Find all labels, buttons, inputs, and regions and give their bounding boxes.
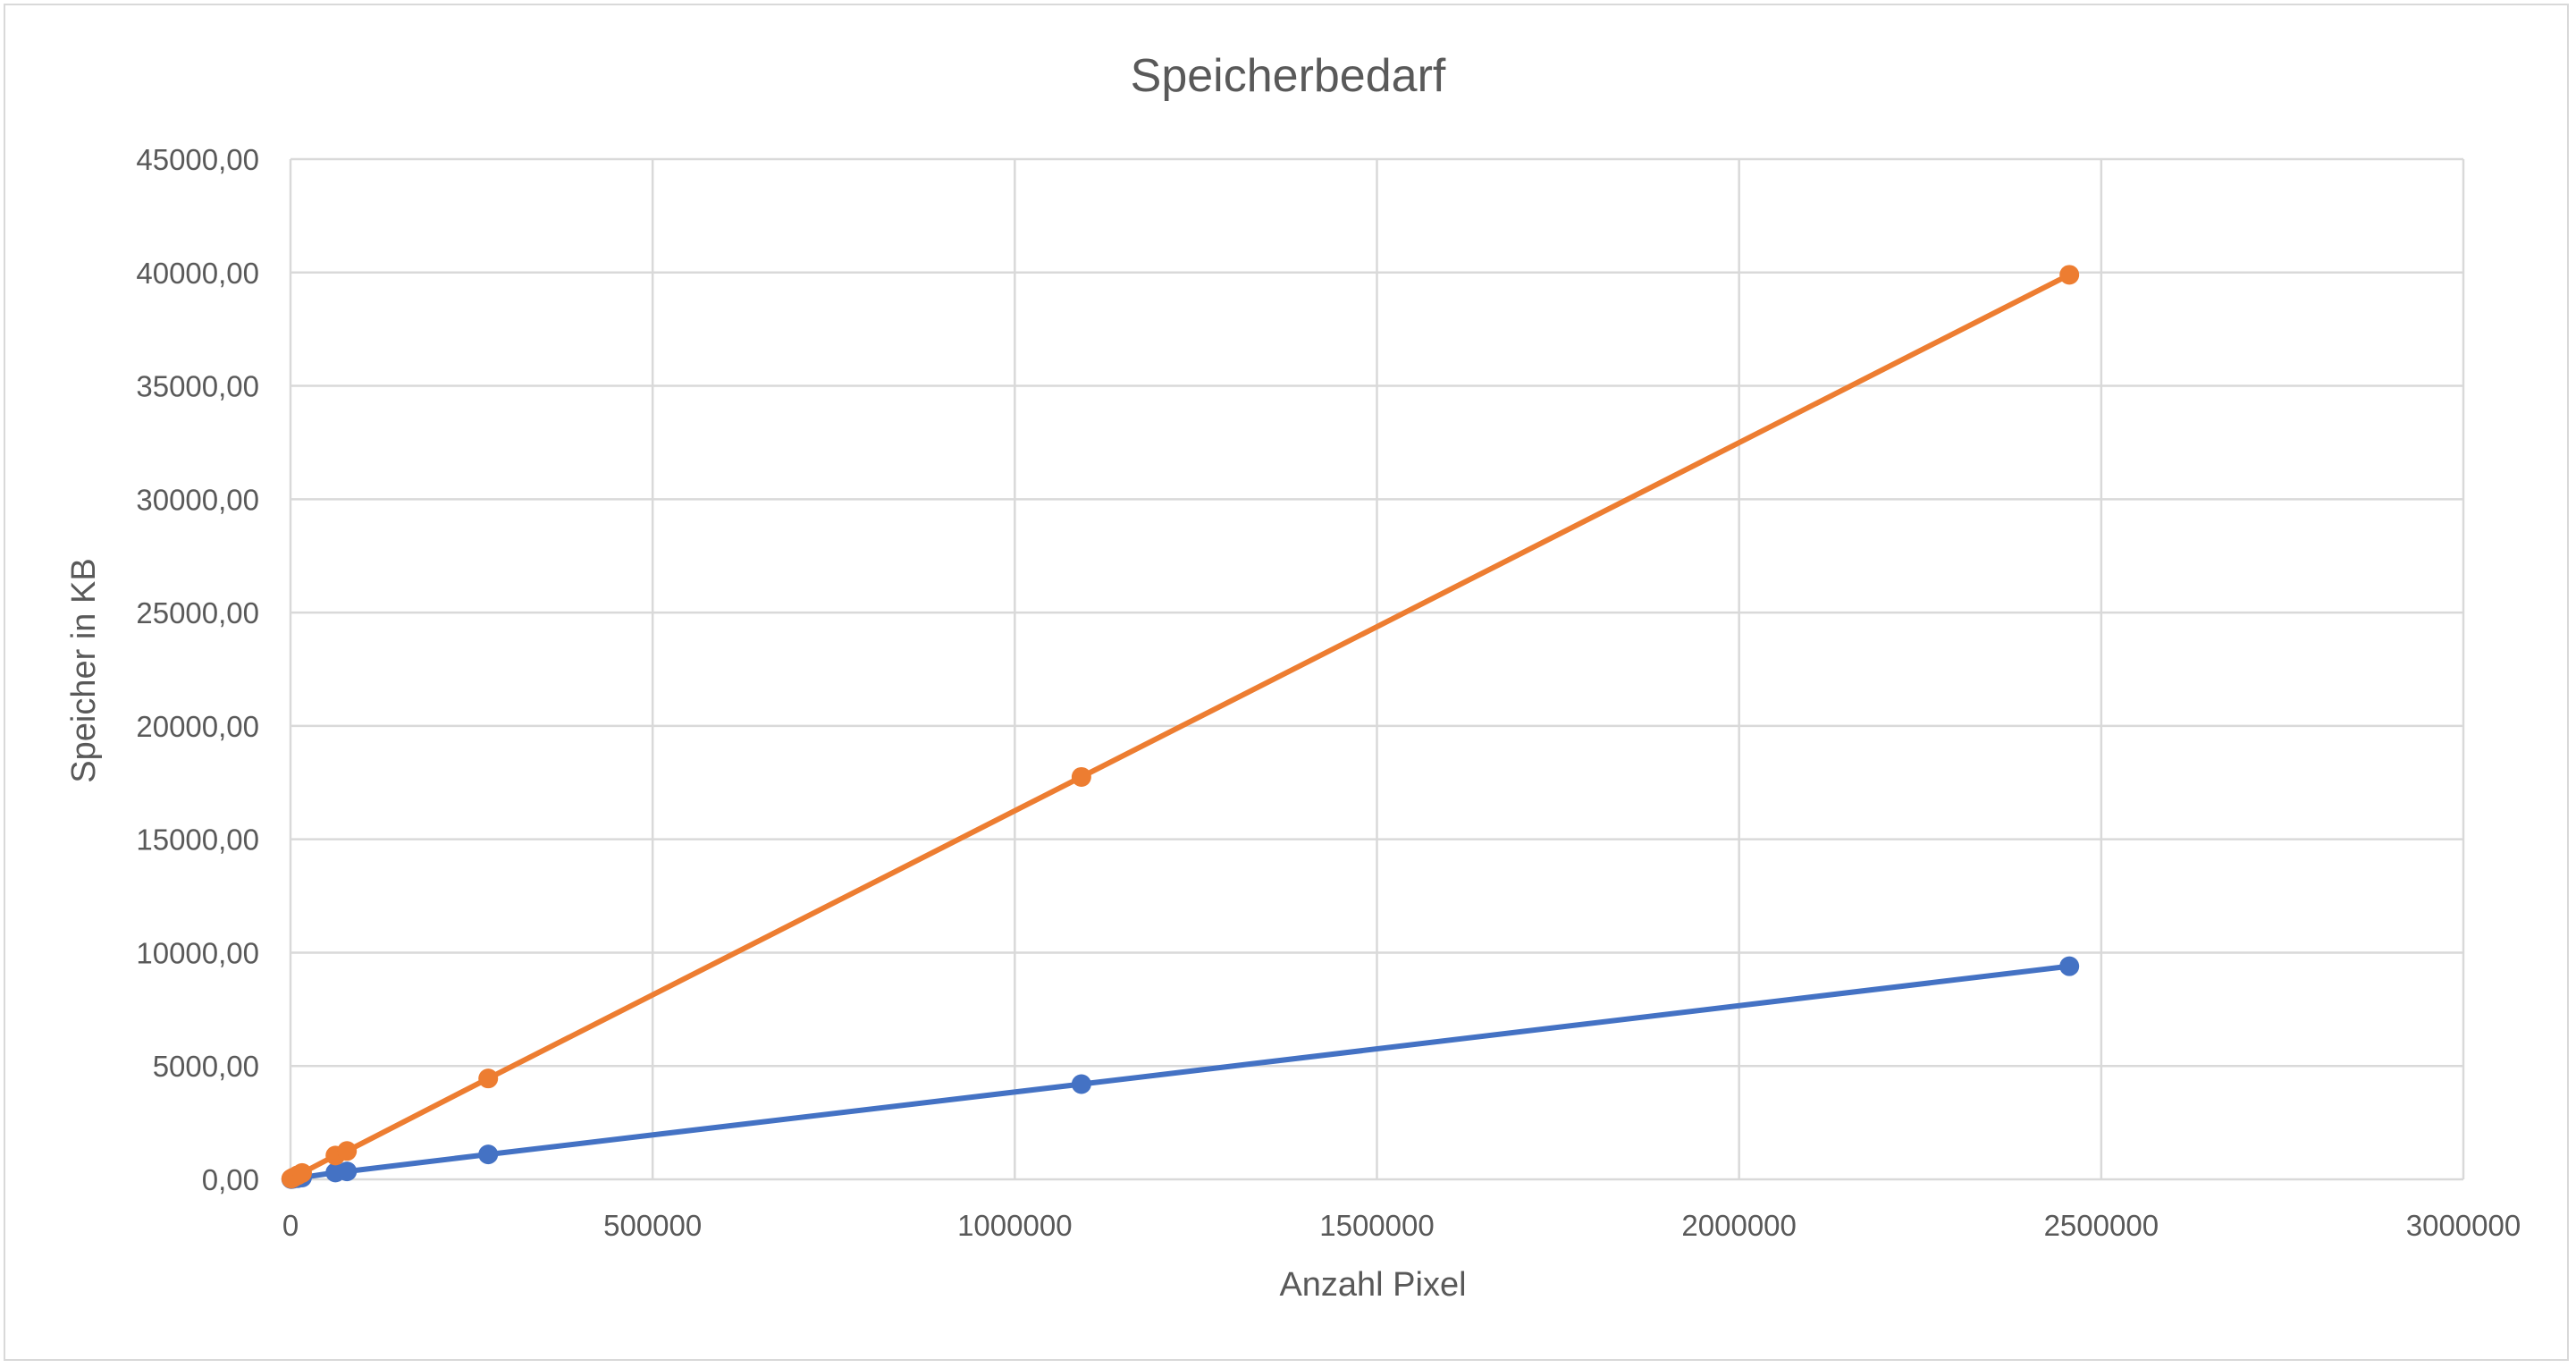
series-group (281, 265, 2080, 1189)
series-2-point (1071, 766, 1091, 787)
x-tick-label: 2000000 (1681, 1209, 1796, 1242)
y-tick-label: 45000,00 (136, 143, 259, 176)
chart-title: Speicherbedarf (1131, 50, 1446, 102)
x-tick-label: 500000 (603, 1209, 702, 1242)
y-tick-label: 15000,00 (136, 823, 259, 857)
series-2-point (291, 1162, 312, 1183)
x-tick-label: 2500000 (2044, 1209, 2159, 1242)
series-1-point (2059, 956, 2080, 976)
x-tick-label: 3000000 (2406, 1209, 2521, 1242)
y-tick-label: 40000,00 (136, 257, 259, 290)
y-tick-label: 20000,00 (136, 710, 259, 743)
y-axis-title: Speicher in KB (65, 558, 103, 782)
series-1-point (337, 1161, 358, 1182)
chart-frame: Speicherbedarf 0,00 5000,00 10000,00 15000,… (4, 4, 2569, 1361)
series-1-point (1071, 1074, 1091, 1094)
x-tick-label: 1000000 (957, 1209, 1072, 1242)
y-tick-label: 30000,00 (136, 483, 259, 516)
x-axis-title: Anzahl Pixel (1279, 1266, 1466, 1304)
y-tick-label: 25000,00 (136, 596, 259, 629)
series-2-point (337, 1141, 358, 1161)
y-axis-ticks: 0,00 5000,00 10000,00 15000,00 20000,00 25000… (136, 143, 259, 1196)
x-tick-label: 1500000 (1319, 1209, 1434, 1242)
chart-svg: Speicherbedarf 0,00 5000,00 10000,00 15000,… (65, 50, 2521, 1304)
y-tick-label: 5000,00 (153, 1050, 259, 1083)
series-1-point (478, 1144, 499, 1165)
x-tick-label: 0 (282, 1209, 299, 1242)
y-tick-label: 10000,00 (136, 936, 259, 969)
grid (289, 157, 2465, 1181)
series-1-line (290, 963, 2070, 1182)
series-2-point (478, 1068, 499, 1089)
y-tick-label: 0,00 (202, 1163, 259, 1196)
x-axis-ticks: 0 500000 1000000 1500000 2000000 2500000 30000… (282, 1209, 2521, 1242)
series-2-point (2059, 265, 2080, 285)
y-tick-label: 35000,00 (136, 370, 259, 403)
